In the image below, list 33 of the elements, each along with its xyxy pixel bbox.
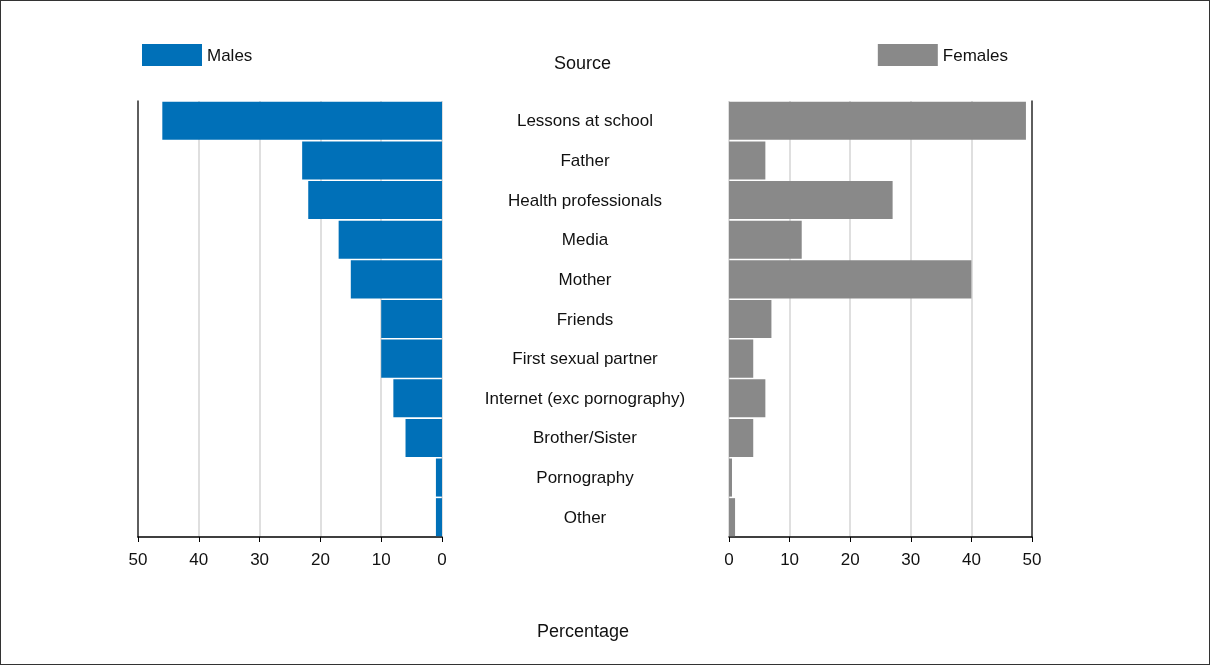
y-tick-label: First sexual partner	[512, 349, 659, 369]
y-tick-label: Father	[560, 150, 610, 170]
bar	[308, 181, 442, 220]
x-axis-title: Percentage	[537, 621, 630, 641]
y-tick-label: Friends	[556, 309, 614, 329]
y-tick-label: Health professionals	[507, 190, 663, 210]
x-tick-label: 10	[780, 550, 800, 569]
y-tick-label: Other	[563, 507, 607, 527]
bar	[381, 299, 442, 339]
y-tick-label: Brother/Sister	[533, 428, 638, 448]
x-tick-label: 40	[189, 550, 209, 569]
x-tick-label: 0	[437, 550, 447, 569]
y-tick-label: Lessons at school	[516, 111, 654, 131]
bar	[729, 181, 893, 220]
x-tick-label: 10	[371, 550, 391, 569]
x-tick-label: 0	[724, 550, 734, 569]
y-tick-label: Pornography	[536, 468, 635, 488]
x-tick-label: 40	[961, 550, 981, 569]
x-tick-label: 30	[250, 550, 270, 569]
legend-label: Females	[942, 45, 1008, 65]
bar	[405, 418, 442, 457]
legend-label: Males	[207, 45, 253, 65]
x-tick-label: 20	[840, 550, 860, 569]
x-tick-label: 50	[1022, 550, 1042, 569]
y-axis-title: Source	[554, 53, 612, 73]
y-tick-label: Media	[561, 230, 609, 250]
bar	[729, 299, 772, 339]
y-tick-label: Internet (exc pornography)	[484, 388, 686, 408]
y-tick-label: Mother	[558, 269, 612, 289]
x-tick-label: 20	[310, 550, 330, 569]
bar	[729, 418, 754, 457]
x-tick-label: 50	[128, 550, 148, 569]
x-tick-label: 30	[901, 550, 921, 569]
